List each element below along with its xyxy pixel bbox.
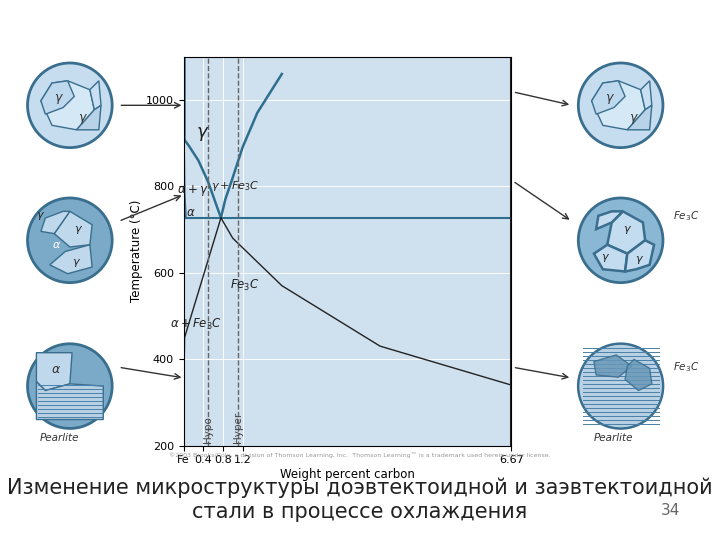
Text: ©2003 Brooks/Cole, a division of Thomson Learning, Inc.  Thomson Learning™ is a : ©2003 Brooks/Cole, a division of Thomson… [169, 453, 551, 458]
Polygon shape [41, 81, 74, 114]
Text: $\gamma$: $\gamma$ [629, 112, 639, 126]
Polygon shape [627, 105, 652, 130]
Text: $\alpha$: $\alpha$ [50, 363, 60, 376]
Polygon shape [41, 211, 70, 234]
Ellipse shape [580, 345, 662, 427]
Text: $\gamma$: $\gamma$ [635, 254, 644, 266]
Text: Hyper: Hyper [233, 412, 243, 443]
Text: $\gamma$: $\gamma$ [74, 225, 84, 237]
Polygon shape [592, 81, 625, 114]
Ellipse shape [27, 344, 112, 428]
Text: $\alpha + \gamma$: $\alpha + \gamma$ [176, 183, 208, 198]
Text: $\gamma$: $\gamma$ [72, 256, 81, 268]
Text: $\alpha + Fe_3C$: $\alpha + Fe_3C$ [170, 317, 222, 332]
Polygon shape [90, 81, 101, 110]
Ellipse shape [27, 63, 112, 147]
Polygon shape [37, 382, 103, 420]
Text: Изменение микроструктуры доэвтектоидной и заэвтектоидной
стали в процессе охлажд: Изменение микроструктуры доэвтектоидной … [7, 478, 713, 522]
Text: $\gamma$: $\gamma$ [623, 225, 632, 237]
Text: $\gamma$: $\gamma$ [605, 92, 614, 106]
Text: $\alpha$: $\alpha$ [186, 206, 195, 219]
Polygon shape [594, 245, 627, 272]
Polygon shape [607, 211, 645, 254]
Polygon shape [625, 360, 652, 390]
Text: Pearlite: Pearlite [40, 433, 78, 443]
Text: $\alpha$: $\alpha$ [52, 240, 61, 250]
Polygon shape [50, 245, 92, 274]
Text: $\gamma$: $\gamma$ [54, 92, 63, 106]
Y-axis label: Temperature (°C): Temperature (°C) [130, 200, 143, 302]
Ellipse shape [578, 198, 663, 282]
Polygon shape [592, 81, 645, 130]
Polygon shape [76, 105, 101, 130]
X-axis label: Weight percent carbon: Weight percent carbon [280, 468, 415, 481]
Polygon shape [594, 355, 631, 377]
Text: $\gamma$: $\gamma$ [600, 252, 610, 264]
Ellipse shape [27, 198, 112, 282]
Polygon shape [54, 211, 92, 247]
Text: $Fe_3C$: $Fe_3C$ [673, 209, 699, 223]
Polygon shape [641, 81, 652, 110]
Text: Pearlite: Pearlite [594, 433, 633, 443]
Polygon shape [41, 81, 94, 130]
Text: $\gamma$: $\gamma$ [36, 210, 45, 222]
Text: Hypo: Hypo [203, 416, 213, 443]
Polygon shape [37, 353, 72, 390]
Text: $\gamma$: $\gamma$ [196, 125, 209, 144]
Text: $Fe_3C$: $Fe_3C$ [673, 360, 699, 374]
Ellipse shape [578, 63, 663, 147]
Text: $\gamma + Fe_3C$: $\gamma + Fe_3C$ [211, 179, 259, 193]
Text: $\gamma$: $\gamma$ [78, 112, 88, 126]
Polygon shape [625, 240, 654, 272]
Ellipse shape [578, 344, 663, 428]
Text: $Fe_3C$: $Fe_3C$ [230, 278, 260, 293]
Polygon shape [596, 211, 623, 229]
Text: 34: 34 [661, 503, 680, 518]
